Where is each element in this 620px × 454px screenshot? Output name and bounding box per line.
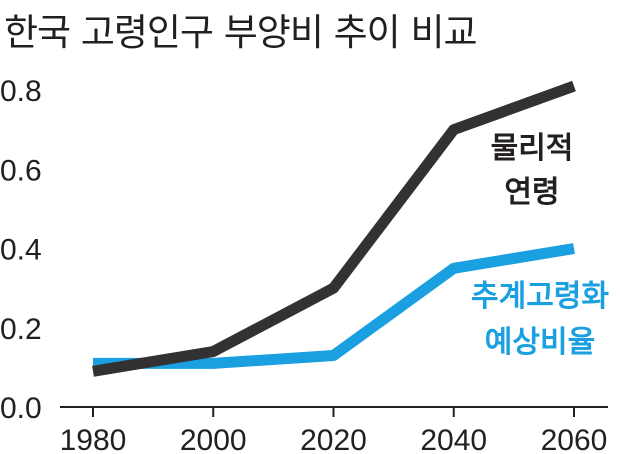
x-tick-label: 1980 [60, 424, 127, 454]
series-label-1: 추계고령화 [471, 279, 609, 314]
chart-title: 한국 고령인구 부양비 추이 비교 [4, 11, 478, 54]
x-tick-label: 2040 [420, 424, 487, 454]
x-tick-label: 2060 [541, 424, 608, 454]
y-tick-label: 0.8 [0, 75, 42, 108]
series-label-0: 물리적 [491, 131, 574, 166]
series-label-0: 연령 [504, 175, 559, 210]
series-label-1: 예상비율 [485, 325, 595, 360]
x-tick-label: 2000 [180, 424, 247, 454]
x-tick-label: 2020 [300, 424, 367, 454]
y-tick-label: 0.0 [0, 392, 42, 425]
y-tick-label: 0.2 [0, 313, 42, 346]
y-tick-label: 0.6 [0, 154, 42, 187]
y-tick-label: 0.4 [0, 234, 42, 267]
